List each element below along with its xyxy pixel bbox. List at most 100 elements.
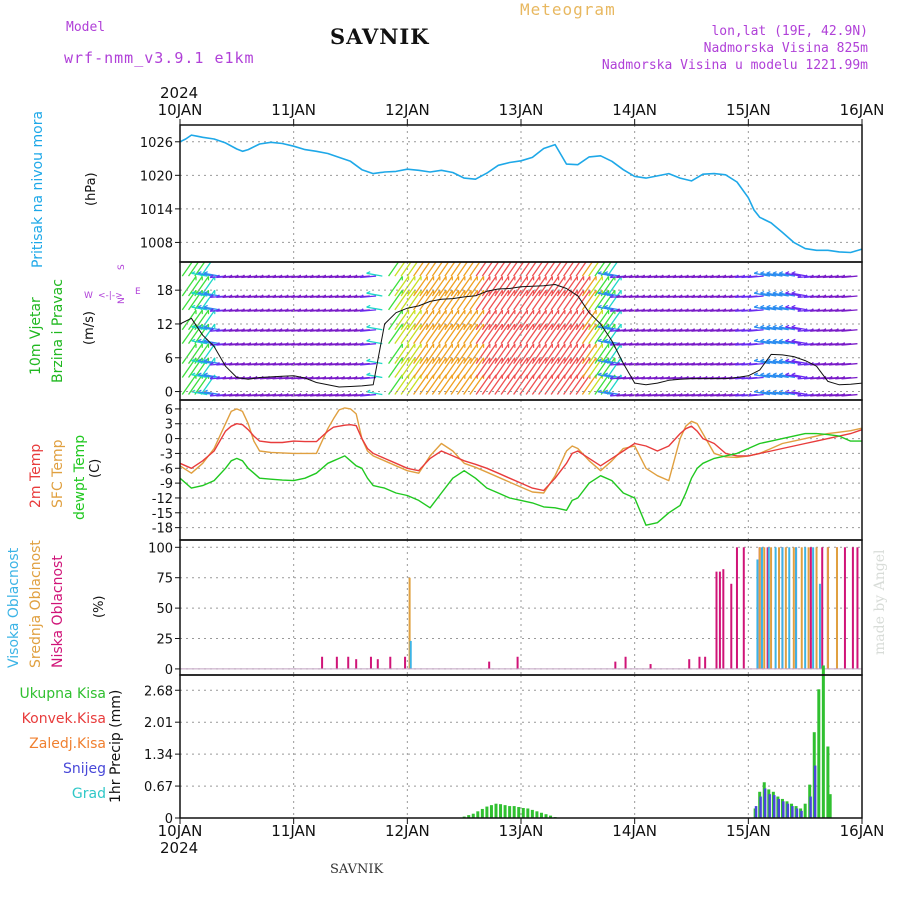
wind-arrow — [394, 343, 410, 364]
wind-arrow — [197, 272, 214, 277]
cloud-high-bar — [818, 583, 821, 669]
wind-arrow-head — [760, 338, 765, 342]
wind-arrow — [766, 391, 783, 396]
wind-arrow-head — [778, 304, 784, 308]
wind-arrow-head — [366, 304, 371, 308]
wind-arrow — [500, 275, 516, 297]
wind-arrow — [425, 323, 441, 345]
wind-arrow — [544, 309, 560, 331]
y-tick-label: 1014 — [140, 203, 173, 218]
y-tick-label: 50 — [156, 602, 173, 617]
wind-arrow-head — [678, 342, 683, 346]
wind-arrow-head — [785, 358, 790, 362]
wind-arrow — [456, 289, 472, 311]
axis-ticks: 1008101410201026061218-18-15-12-9-6-3036… — [140, 101, 884, 840]
wind-arrow-head — [359, 294, 364, 298]
wind-arrow — [588, 262, 600, 277]
wind-arrow-head — [628, 328, 633, 332]
x-tick-label-bottom: 14JAN — [612, 822, 657, 840]
wind-arrow-head — [272, 308, 277, 312]
y-tick-label: 18 — [156, 284, 173, 299]
wind-arrow-head — [290, 308, 295, 312]
wind-arrow-head — [828, 308, 833, 312]
wind-arrow-head — [828, 294, 833, 298]
wind-arrow — [388, 323, 403, 345]
wind-arrow — [544, 323, 560, 345]
wind-arrow — [785, 374, 802, 379]
temp-dewpt-line — [179, 432, 862, 526]
cloud-mid-bar — [784, 547, 787, 669]
wind-arrow-head — [253, 274, 258, 278]
y-tick-label: -6 — [160, 462, 173, 477]
wind-arrow — [413, 262, 425, 277]
wind-arrow — [425, 357, 441, 378]
cloud-low-bar — [389, 656, 392, 669]
wind-arrow — [203, 391, 220, 396]
wind-arrow — [444, 357, 460, 378]
wind-arrow-head — [703, 274, 708, 278]
wind-arrow — [425, 275, 441, 297]
precip-total-bar — [521, 807, 525, 818]
wind-arrow-head — [741, 308, 745, 312]
precip-snow-bar — [777, 798, 781, 818]
wind-arrow — [475, 323, 491, 345]
wind-arrow-head — [797, 308, 802, 312]
cloud-mid-bar — [807, 547, 810, 669]
x-tick-label-bottom: 11JAN — [271, 822, 316, 840]
wind-arrow-head — [622, 328, 627, 332]
wind-arrow-head — [341, 342, 345, 346]
wind-arrow-head — [228, 328, 233, 332]
wind-arrow-head — [353, 308, 358, 312]
wind-arrow — [519, 343, 535, 364]
y-tick-label: -15 — [152, 507, 173, 522]
wind-arrow — [841, 376, 858, 380]
wind-arrow-head — [766, 358, 771, 362]
wind-arrow — [604, 360, 621, 365]
altitude-info: Nadmorska Visina 825m — [703, 41, 868, 56]
wind-arrow-head — [741, 342, 745, 346]
wind-arrow-head — [634, 328, 639, 332]
wind-arrow-head — [722, 294, 727, 298]
wind-arrow-head — [697, 274, 702, 278]
wind-arrow-head — [341, 361, 345, 366]
wind-arrow-head — [303, 294, 308, 298]
wind-arrow-head — [697, 392, 702, 397]
wind-arrow-head — [228, 342, 233, 346]
wind-arrow — [841, 309, 858, 312]
wind-arrow — [550, 275, 566, 297]
wind-arrow — [597, 374, 614, 379]
wind-arrow-head — [284, 361, 289, 366]
wind-arrow-head — [272, 294, 277, 298]
wind-arrow — [488, 343, 503, 364]
wind-arrow — [394, 323, 410, 345]
wind-arrow-head — [197, 372, 202, 376]
wind-arrow — [747, 362, 764, 366]
wind-arrow — [360, 329, 377, 332]
wind-arrow — [531, 262, 544, 277]
precip-total-bar — [467, 815, 471, 818]
wind-arrow-head — [666, 361, 670, 366]
wind-arrow — [494, 357, 510, 378]
wind-arrow — [203, 374, 220, 379]
wind-arrow — [556, 343, 572, 364]
precip-total-bar — [517, 807, 521, 818]
wind-arrow — [754, 306, 771, 311]
wind-arrow-head — [334, 308, 339, 312]
wind-arrow — [779, 340, 796, 345]
wind-arrow — [494, 289, 510, 311]
wind-arrow-head — [816, 361, 820, 366]
x-tick-label-bottom: 13JAN — [499, 822, 544, 840]
wind-arrow-head — [760, 389, 765, 393]
wind-arrow-head — [347, 375, 352, 380]
wind-arrow-head — [228, 308, 233, 312]
precip-snow-bar — [754, 806, 758, 818]
wind-arrow-head — [822, 308, 827, 312]
wind-arrow-head — [641, 328, 645, 332]
wind-arrow-head — [666, 308, 670, 312]
wind-arrow — [604, 306, 621, 311]
wind-arrow-head — [684, 342, 689, 346]
wind-arrow-head — [753, 304, 759, 308]
wind-arrow — [456, 343, 472, 364]
wind-arrow — [394, 309, 410, 331]
wind-arrow-head — [203, 271, 208, 274]
